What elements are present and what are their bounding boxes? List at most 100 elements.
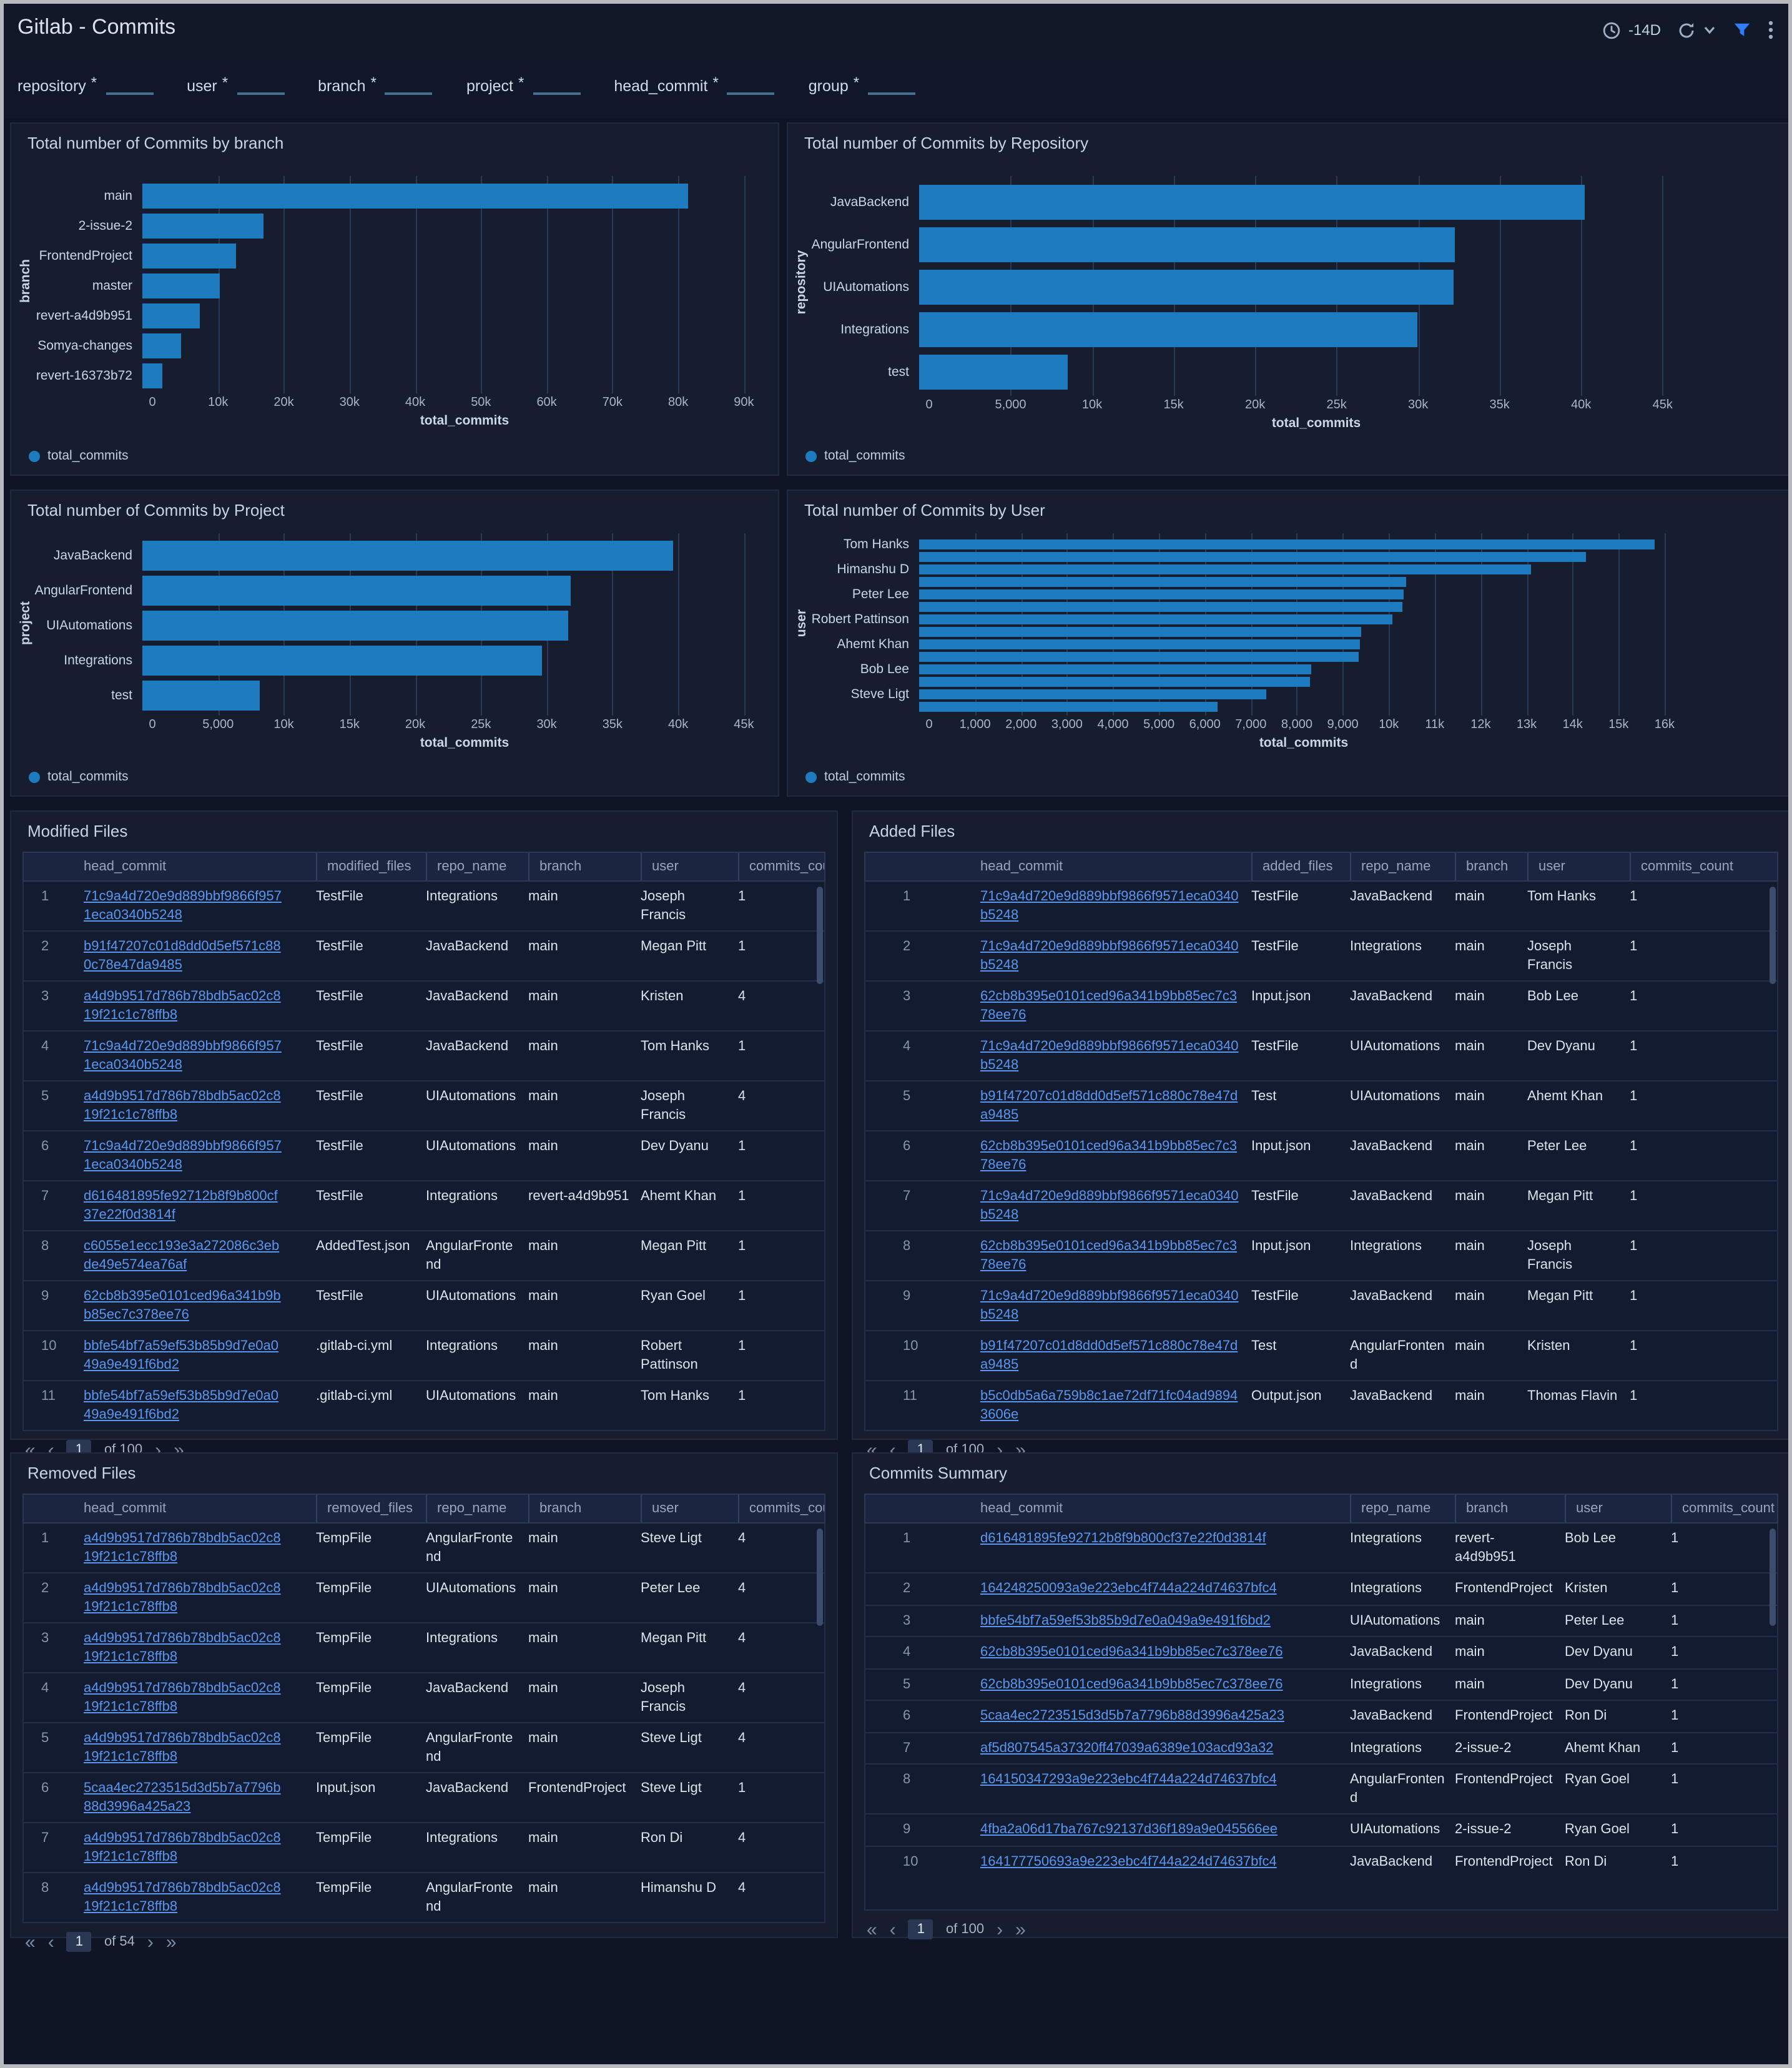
pager-prev[interactable]: ‹ [47, 1931, 54, 1952]
commit-link[interactable]: 71c9a4d720e9d889bbf9866f9571eca0340b5248 [84, 1139, 282, 1172]
cell-head_commit[interactable]: c6055e1ecc193e3a272086c3ebde49e574ea76af [84, 1231, 316, 1280]
refresh-icon[interactable] [1677, 21, 1696, 39]
cell-head_commit[interactable]: a4d9b9517d786b78bdb5ac02c819f21c1c78ffb8 [84, 1623, 316, 1672]
bar-Integrations[interactable] [919, 312, 1418, 347]
bar-main[interactable] [142, 184, 688, 209]
legend[interactable]: total_commits [29, 448, 129, 463]
cell-head_commit[interactable]: bbfe54bf7a59ef53b85b9d7e0a049a9e491f6bd2 [84, 1381, 316, 1430]
commit-link[interactable]: a4d9b9517d786b78bdb5ac02c819f21c1c78ffb8 [84, 1631, 281, 1664]
cell-head_commit[interactable]: a4d9b9517d786b78bdb5ac02c819f21c1c78ffb8 [84, 982, 316, 1030]
pager-prev[interactable]: ‹ [889, 1919, 896, 1940]
column-header-added_files[interactable]: added_files [1251, 853, 1350, 880]
legend[interactable]: total_commits [29, 769, 129, 784]
pager-current-page[interactable]: 1 [66, 1932, 92, 1952]
bar-Bob Lee[interactable] [919, 664, 1311, 674]
bar-2-issue-2[interactable] [142, 214, 264, 239]
commit-link[interactable]: b91f47207c01d8dd0d5ef571c880c78e47da9485 [980, 1339, 1238, 1372]
bar-Steve Ligt[interactable] [919, 689, 1266, 699]
filter-input-project[interactable] [533, 75, 581, 95]
commit-link[interactable]: 62cb8b395e0101ced96a341b9bb85ec7c378ee76 [980, 1239, 1238, 1272]
cell-head_commit[interactable]: 62cb8b395e0101ced96a341b9bb85ec7c378ee76 [980, 1637, 1350, 1668]
column-header-repo_name[interactable]: repo_name [1350, 1495, 1455, 1522]
commit-link[interactable]: a4d9b9517d786b78bdb5ac02c819f21c1c78ffb8 [84, 1089, 281, 1122]
cell-head_commit[interactable]: 71c9a4d720e9d889bbf9866f9571eca0340b5248 [980, 1181, 1251, 1230]
column-header-commits_count[interactable]: commits_count [1671, 1495, 1777, 1522]
column-header-head_commit[interactable]: head_commit [980, 859, 1063, 874]
column-header-branch[interactable]: branch [528, 853, 641, 880]
filter-icon[interactable] [1732, 21, 1752, 39]
bar-JavaBackend[interactable] [919, 185, 1585, 220]
bar-unlabeled[interactable] [919, 652, 1359, 662]
cell-head_commit[interactable]: 62cb8b395e0101ced96a341b9bb85ec7c378ee76 [980, 1131, 1251, 1180]
legend[interactable]: total_commits [805, 448, 905, 463]
bar-unlabeled[interactable] [919, 552, 1586, 562]
filter-input-user[interactable] [237, 75, 285, 95]
pager-next[interactable]: › [997, 1919, 1003, 1940]
commit-link[interactable]: 164248250093a9e223ebc4f744a224d74637bfc4 [980, 1581, 1277, 1596]
commit-link[interactable]: 4fba2a06d17ba767c92137d36f189a9e045566ee [980, 1822, 1278, 1837]
bar-JavaBackend[interactable] [142, 541, 674, 571]
cell-head_commit[interactable]: b91f47207c01d8dd0d5ef571c880c78e47da9485 [84, 932, 316, 980]
filter-input-group[interactable] [868, 75, 916, 95]
commit-link[interactable]: 71c9a4d720e9d889bbf9866f9571eca0340b5248 [980, 889, 1239, 922]
commit-link[interactable]: 71c9a4d720e9d889bbf9866f9571eca0340b5248 [980, 939, 1239, 972]
bar-Peter Lee[interactable] [919, 589, 1404, 599]
commit-link[interactable]: 62cb8b395e0101ced96a341b9bb85ec7c378ee76 [84, 1289, 281, 1322]
commit-link[interactable]: 5caa4ec2723515d3d5b7a7796b88d3996a425a23 [84, 1781, 281, 1814]
cell-head_commit[interactable]: a4d9b9517d786b78bdb5ac02c819f21c1c78ffb8 [84, 1081, 316, 1130]
bar-Ahemt Khan[interactable] [919, 639, 1361, 649]
column-header-repo_name[interactable]: repo_name [426, 1495, 528, 1522]
commit-link[interactable]: 71c9a4d720e9d889bbf9866f9571eca0340b5248 [84, 1039, 282, 1072]
column-header-commits_count[interactable]: commits_count [1630, 853, 1777, 880]
pager-first[interactable]: « [867, 1919, 877, 1940]
cell-head_commit[interactable]: af5d807545a37320ff47039a6389e103acd93a32 [980, 1733, 1350, 1763]
bar-FrontendProject[interactable] [142, 244, 236, 268]
column-header-modified_files[interactable]: modified_files [316, 853, 426, 880]
column-header-head_commit[interactable]: head_commit [84, 1501, 167, 1516]
commit-link[interactable]: 164177750693a9e223ebc4f744a224d74637bfc4 [980, 1854, 1277, 1869]
commit-link[interactable]: a4d9b9517d786b78bdb5ac02c819f21c1c78ffb8 [84, 1531, 281, 1564]
cell-head_commit[interactable]: b91f47207c01d8dd0d5ef571c880c78e47da9485 [980, 1081, 1251, 1130]
column-header-repo_name[interactable]: repo_name [426, 853, 528, 880]
commit-link[interactable]: d616481895fe92712b8f9b800cf37e22f0d3814f [980, 1531, 1266, 1546]
bar-Tom Hanks[interactable] [919, 539, 1655, 549]
cell-head_commit[interactable]: a4d9b9517d786b78bdb5ac02c819f21c1c78ffb8 [84, 1573, 316, 1622]
cell-head_commit[interactable]: 164248250093a9e223ebc4f744a224d74637bfc4 [980, 1573, 1350, 1604]
commit-link[interactable]: b91f47207c01d8dd0d5ef571c880c78e47da9485 [84, 939, 281, 972]
bar-Somya-changes[interactable] [142, 333, 182, 358]
column-header-branch[interactable]: branch [1455, 1495, 1565, 1522]
cell-head_commit[interactable]: 62cb8b395e0101ced96a341b9bb85ec7c378ee76 [980, 1231, 1251, 1280]
column-header-removed_files[interactable]: removed_files [316, 1495, 426, 1522]
cell-head_commit[interactable]: a4d9b9517d786b78bdb5ac02c819f21c1c78ffb8 [84, 1823, 316, 1872]
cell-head_commit[interactable]: 164177750693a9e223ebc4f744a224d74637bfc4 [980, 1846, 1350, 1877]
bar-Integrations[interactable] [142, 646, 542, 676]
filter-input-branch[interactable] [385, 75, 433, 95]
cell-head_commit[interactable]: a4d9b9517d786b78bdb5ac02c819f21c1c78ffb8 [84, 1524, 316, 1572]
cell-head_commit[interactable]: a4d9b9517d786b78bdb5ac02c819f21c1c78ffb8 [84, 1873, 316, 1922]
column-header-user[interactable]: user [641, 853, 738, 880]
bar-unlabeled[interactable] [919, 627, 1362, 637]
commit-link[interactable]: a4d9b9517d786b78bdb5ac02c819f21c1c78ffb8 [84, 1881, 281, 1914]
cell-head_commit[interactable]: a4d9b9517d786b78bdb5ac02c819f21c1c78ffb8 [84, 1723, 316, 1772]
column-header-user[interactable]: user [641, 1495, 738, 1522]
commit-link[interactable]: 5caa4ec2723515d3d5b7a7796b88d3996a425a23 [980, 1708, 1284, 1723]
cell-head_commit[interactable]: d616481895fe92712b8f9b800cf37e22f0d3814f [84, 1181, 316, 1230]
commit-link[interactable]: d616481895fe92712b8f9b800cf37e22f0d3814f [84, 1189, 278, 1222]
pager-prev[interactable]: ‹ [47, 1439, 54, 1460]
cell-head_commit[interactable]: 71c9a4d720e9d889bbf9866f9571eca0340b5248 [980, 1032, 1251, 1080]
bar-master[interactable] [142, 273, 220, 298]
pager-first[interactable]: « [25, 1931, 36, 1952]
commit-link[interactable]: a4d9b9517d786b78bdb5ac02c819f21c1c78ffb8 [84, 1731, 281, 1764]
bar-UIAutomations[interactable] [142, 611, 569, 641]
commit-link[interactable]: 71c9a4d720e9d889bbf9866f9571eca0340b5248 [980, 1189, 1239, 1222]
cell-head_commit[interactable]: 71c9a4d720e9d889bbf9866f9571eca0340b5248 [84, 882, 316, 930]
column-header-head_commit[interactable]: head_commit [980, 1501, 1063, 1516]
cell-head_commit[interactable]: b5c0db5a6a759b8c1ae72df71fc04ad98943606e [980, 1381, 1251, 1430]
cell-head_commit[interactable]: b91f47207c01d8dd0d5ef571c880c78e47da9485 [980, 1331, 1251, 1380]
filter-input-head_commit[interactable] [727, 75, 775, 95]
cell-head_commit[interactable]: 5caa4ec2723515d3d5b7a7796b88d3996a425a23 [980, 1701, 1350, 1731]
pager-prev[interactable]: ‹ [889, 1439, 896, 1460]
cell-head_commit[interactable]: 71c9a4d720e9d889bbf9866f9571eca0340b5248 [84, 1131, 316, 1180]
chevron-down-icon[interactable] [1703, 24, 1716, 36]
bar-unlabeled[interactable] [919, 577, 1407, 587]
